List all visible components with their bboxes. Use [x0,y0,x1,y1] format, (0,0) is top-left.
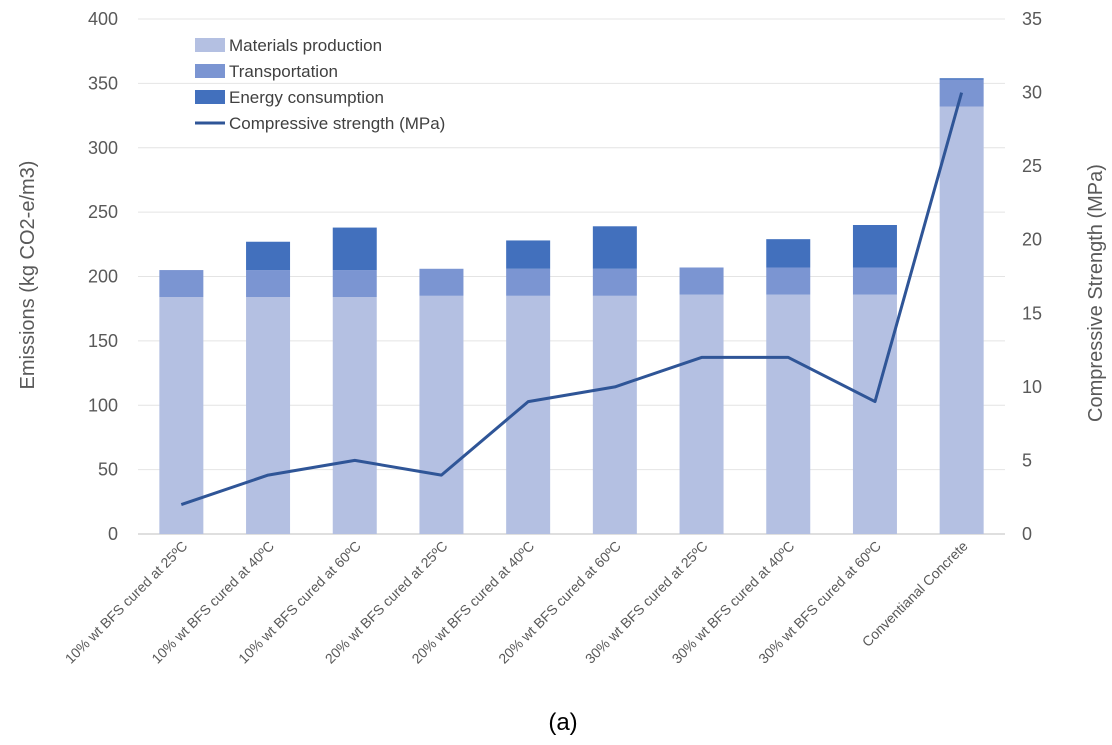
legend-swatch [195,64,225,78]
line-compressive-strength [180,92,964,507]
bar-1-series-2 [159,270,204,298]
y-axis-left-ticks: 0 50 100 150 200 250 300 350 400 [88,9,118,544]
y2-tick-label: 25 [1022,156,1042,176]
legend: Materials production Transportation Energy… [195,36,445,133]
bar-8-series-2 [766,267,811,295]
y-axis-right-ticks: 0 5 10 15 20 25 30 35 [1022,9,1042,544]
y2-tick-label: 10 [1022,377,1042,397]
bar-4-series-2 [419,268,464,296]
bar-5-series-2 [506,268,551,296]
y2-tick-label: 20 [1022,230,1042,250]
bar-7-series-1 [679,294,724,534]
legend-swatch [195,38,225,52]
bar-3-series-1 [332,297,377,534]
bar-4-series-1 [419,295,464,534]
bar-3-series-2 [332,270,377,298]
y2-tick-label: 0 [1022,524,1032,544]
bar-6-series-3 [592,226,637,269]
legend-label: Energy consumption [229,88,384,107]
legend-label: Compressive strength (MPa) [229,114,445,133]
bar-9-series-3 [852,225,897,268]
bar-6-series-1 [592,295,637,534]
bar-6-series-2 [592,268,637,296]
bars-group [159,78,984,535]
bar-2-series-2 [246,270,291,298]
line-group [180,92,964,507]
y-tick-label: 150 [88,331,118,351]
bar-8-series-3 [766,239,811,268]
y2-tick-label: 5 [1022,450,1032,470]
bar-2-series-1 [246,297,291,534]
bar-9-series-2 [852,267,897,295]
bar-2-series-3 [246,241,291,271]
y-tick-label: 250 [88,202,118,222]
y-tick-label: 50 [98,460,118,480]
bar-3-series-3 [332,227,377,271]
y-axis-left-title: Emissions (kg CO2-e/m3) [17,161,39,390]
bar-1-series-1 [159,297,204,534]
y-axis-right-title: Compressive Strength (MPa) [1085,164,1107,422]
y-tick-label: 400 [88,9,118,29]
y-tick-label: 100 [88,395,118,415]
y2-tick-label: 30 [1022,83,1042,103]
bar-10-series-3 [939,78,984,80]
legend-swatch [195,90,225,104]
bar-10-series-1 [939,106,984,535]
y-tick-label: 350 [88,73,118,93]
bar-5-series-3 [506,240,551,269]
y2-tick-label: 15 [1022,303,1042,323]
y-tick-label: 200 [88,267,118,287]
bar-9-series-1 [852,294,897,534]
y-tick-label: 0 [108,524,118,544]
legend-label: Materials production [229,36,382,55]
bar-7-series-2 [679,267,724,295]
legend-label: Transportation [229,62,338,81]
y-tick-label: 300 [88,138,118,158]
bar-8-series-1 [766,294,811,534]
y2-tick-label: 35 [1022,9,1042,29]
figure-caption: (a) [548,709,577,736]
